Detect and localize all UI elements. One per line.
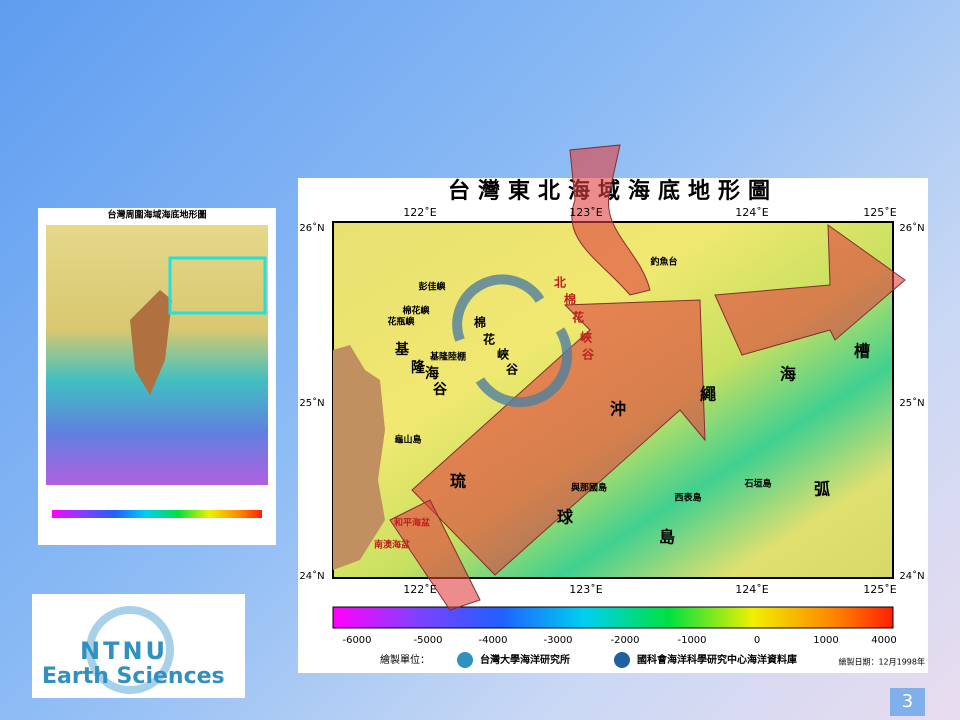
- place-name: 南澳海盆: [374, 539, 411, 551]
- place-name: 石垣島: [743, 478, 771, 490]
- feature-label-char: 花: [572, 310, 584, 325]
- colorbar-tick-label: -1000: [677, 635, 706, 646]
- institution: 台灣大學海洋研究所: [480, 653, 570, 666]
- logo-swirl: [86, 606, 174, 694]
- date: 繪製日期：12月1998年: [838, 657, 925, 667]
- lon-label: 122˚E: [403, 206, 436, 219]
- taiwan-shape: [130, 290, 172, 395]
- main-map-title: 台灣東北海域海底地形圖: [448, 178, 778, 204]
- place-name: 西表島: [674, 492, 701, 504]
- feature-label-char: 峽: [580, 330, 593, 345]
- feature-label-char: 海: [780, 365, 796, 384]
- feature-label-char: 基: [395, 341, 410, 358]
- colorbar-tick-label: -2000: [610, 635, 639, 646]
- slide-number: 3: [890, 688, 925, 716]
- ntu-logo: [457, 652, 473, 668]
- flow-arrow: [569, 144, 651, 296]
- feature-label-char: 槽: [854, 342, 870, 361]
- small-colorbar: [52, 510, 262, 518]
- lon-label: 122˚E: [403, 583, 436, 596]
- place-name: 釣魚台: [650, 256, 677, 268]
- colorbar: [332, 606, 894, 629]
- feature-label-char: 峽: [497, 347, 510, 362]
- place-name: 龜山島: [394, 434, 421, 446]
- lat-label: 26˚N: [299, 222, 324, 234]
- flow-arrows: [389, 144, 906, 611]
- lon-label: 124˚E: [735, 583, 768, 596]
- place-name: 基隆陸棚: [429, 351, 466, 363]
- credits-label: 繪製單位：: [380, 653, 430, 666]
- logo-ntnu: NTNU: [80, 637, 168, 665]
- circulation-arrow: [452, 274, 545, 342]
- feature-label-char: 球: [557, 508, 574, 527]
- lat-label: 24˚N: [299, 570, 324, 582]
- flow-arrow: [411, 299, 706, 576]
- circulation-arrows: [452, 274, 573, 408]
- feature-label-char: 棉: [474, 315, 486, 330]
- lon-label: 123˚E: [569, 206, 602, 219]
- colorbar-tick-label: 0: [754, 635, 760, 646]
- circulation-arrow: [475, 327, 573, 408]
- institution: 國科會海洋科學研究中心海洋資料庫: [637, 653, 797, 666]
- nsc-logo: [614, 652, 630, 668]
- feature-label-char: 谷: [582, 347, 595, 362]
- feature-label-char: 海: [425, 365, 439, 382]
- feature-label-char: 棉: [564, 292, 576, 307]
- place-name: 棉花嶼: [402, 305, 429, 317]
- feature-label-char: 谷: [433, 382, 448, 398]
- area-box: [168, 256, 267, 315]
- colorbar-tick-label: -4000: [478, 635, 507, 646]
- feature-label-char: 北: [554, 275, 566, 290]
- colorbar-tick-label: -3000: [543, 635, 572, 646]
- place-name: 花瓶嶼: [387, 316, 414, 328]
- lat-label: 25˚N: [299, 397, 324, 409]
- feature-label-char: 花: [483, 332, 495, 347]
- taiwan-coast: [333, 345, 385, 570]
- feature-label-char: 繩: [700, 385, 716, 404]
- lat-label: 24˚N: [899, 570, 924, 582]
- lon-label: 125˚E: [863, 583, 896, 596]
- colorbar-tick-label: -5000: [413, 635, 442, 646]
- lat-label: 26˚N: [899, 222, 924, 234]
- feature-label-char: 隆: [411, 359, 426, 376]
- feature-label-char: 琉: [450, 472, 466, 491]
- place-name: 與那國島: [571, 482, 607, 494]
- logo-earth-sciences: Earth Sciences: [42, 664, 225, 689]
- feature-label-char: 沖: [610, 400, 626, 419]
- place-name: 和平海盆: [393, 517, 431, 529]
- lat-label: 25˚N: [899, 397, 924, 409]
- place-name: 彭佳嶼: [418, 281, 445, 293]
- feature-label-char: 弧: [814, 480, 830, 499]
- colorbar-tick-label: 1000: [813, 635, 838, 646]
- lon-label: 125˚E: [863, 206, 896, 219]
- flow-arrow: [714, 224, 906, 356]
- feature-label-char: 島: [659, 528, 675, 547]
- feature-label-char: 谷: [506, 362, 519, 377]
- small-map-title: 台灣周圍海域海底地形圖: [107, 209, 206, 221]
- colorbar-tick-label: 4000: [871, 635, 896, 646]
- lon-label: 124˚E: [735, 206, 768, 219]
- colorbar-tick-label: -6000: [342, 635, 371, 646]
- flow-arrow: [389, 499, 481, 611]
- lon-label: 123˚E: [569, 583, 602, 596]
